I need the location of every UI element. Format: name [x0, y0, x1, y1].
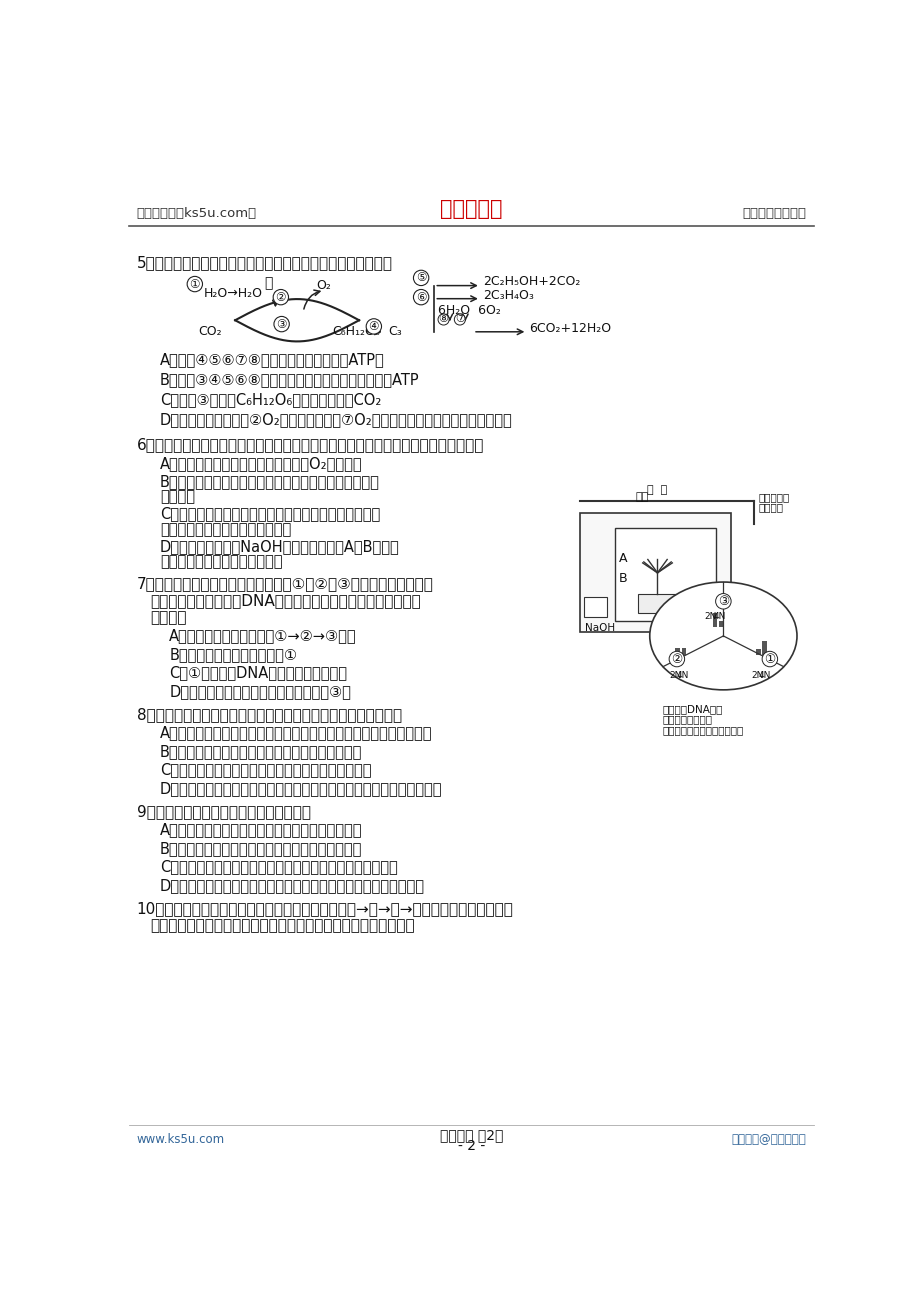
Bar: [755, 648, 760, 655]
Bar: [584, 598, 607, 617]
Text: 您身边的高考专家: 您身边的高考专家: [742, 207, 805, 220]
Text: - 2 -: - 2 -: [458, 1139, 484, 1152]
Text: D．若叶肉细胞中过程②O₂产生量大于过程⑦O₂消耗量，则该植物体一定积累有机物: D．若叶肉细胞中过程②O₂产生量大于过程⑦O₂消耗量，则该植物体一定积累有机物: [160, 413, 512, 427]
Text: 阀门: 阀门: [635, 492, 648, 503]
Text: C．诱导癌细胞正常分化和凋亡是癌症治疗的可选策略: C．诱导癌细胞正常分化和凋亡是癌症治疗的可选策略: [160, 762, 371, 777]
Text: 7．某生物细胞周期中的三个阶段（用①、②、③表示）示意图如右，: 7．某生物细胞周期中的三个阶段（用①、②、③表示）示意图如右，: [137, 575, 433, 591]
Text: 8．下列关于人体细胞分化、衰老、凋亡与癌变的叙述，错误的是: 8．下列关于人体细胞分化、衰老、凋亡与癌变的叙述，错误的是: [137, 707, 402, 721]
Bar: [718, 621, 722, 626]
Text: C₆H₁₂O₆: C₆H₁₂O₆: [332, 326, 380, 339]
Text: ⑥: ⑥: [415, 290, 425, 303]
Bar: [614, 529, 715, 621]
Text: www.ks5u.com: www.ks5u.com: [137, 1133, 224, 1146]
Text: B．基因突变主要发生于阶段①: B．基因突变主要发生于阶段①: [169, 647, 297, 661]
Text: B．姐妹染色单体形成于丝丝分裂前期，消失于后期: B．姐妹染色单体形成于丝丝分裂前期，消失于后期: [160, 841, 362, 855]
Text: C₃: C₃: [388, 326, 401, 339]
Text: ①: ①: [764, 652, 775, 665]
Text: ②: ②: [671, 652, 682, 665]
Text: D．细胞分化使各种细胞的功能趋向专门化，提高了各种生理功能的效率: D．细胞分化使各种细胞的功能趋向专门化，提高了各种生理功能的效率: [160, 781, 442, 796]
Text: D．打开阀门并移除NaOH溶液后，此装置A、B对照可: D．打开阀门并移除NaOH溶液后，此装置A、B对照可: [160, 539, 399, 553]
Text: ⑧: ⑧: [438, 315, 448, 324]
Text: C．过程③产生的C₆H₁₂O₆中的氧来自水和CO₂: C．过程③产生的C₆H₁₂O₆中的氧来自水和CO₂: [160, 393, 380, 408]
Text: 2N: 2N: [751, 672, 763, 681]
Text: ⑤: ⑤: [415, 271, 425, 284]
Text: ③: ③: [717, 595, 728, 608]
Text: O₂: O₂: [316, 279, 331, 292]
Text: A: A: [618, 552, 627, 565]
Text: 正确的是: 正确的是: [151, 609, 187, 625]
Text: B．细胞衰老表现为大部分酶活性下降，细胞核变大: B．细胞衰老表现为大部分酶活性下降，细胞核变大: [160, 743, 362, 759]
Text: ⑦: ⑦: [454, 315, 464, 324]
Text: 左  右: 左 右: [647, 484, 667, 495]
Text: 6．如图为探究绿色植物的相关生命活动过程的实验装置。对图示装置的分析错误的是: 6．如图为探究绿色植物的相关生命活动过程的实验装置。对图示装置的分析错误的是: [137, 437, 483, 452]
Text: C．①阶段进行DNA复制导致染色体加倍: C．①阶段进行DNA复制导致染色体加倍: [169, 665, 346, 680]
Text: D．姐妹染色单体的分离可发生于有丝分裂和减数第二次分裂的后期: D．姐妹染色单体的分离可发生于有丝分裂和减数第二次分裂的后期: [160, 878, 425, 893]
Text: 4N: 4N: [758, 672, 770, 681]
Text: A．两条姐妹染色单体分开后，成为一对同源染色体: A．两条姐妹染色单体分开后，成为一对同源染色体: [160, 823, 362, 837]
Bar: [761, 642, 766, 655]
Text: 高三生物 第2页: 高三生物 第2页: [439, 1128, 503, 1142]
Text: 2C₃H₄O₃: 2C₃H₄O₃: [482, 289, 533, 302]
Text: ④: ④: [369, 320, 379, 333]
Text: CO₂: CO₂: [199, 326, 222, 339]
Text: 4N: 4N: [712, 612, 725, 621]
Text: C．若要测光合速率，应给予一定的光照，单位时间内小: C．若要测光合速率，应给予一定的光照，单位时间内小: [160, 506, 380, 522]
Text: D．观察和计数染色体的最佳时期在阶段③内: D．观察和计数染色体的最佳时期在阶段③内: [169, 684, 351, 699]
Text: 高考资源网: 高考资源网: [440, 199, 502, 219]
FancyArrowPatch shape: [303, 290, 320, 309]
Text: 每个阶段内绘有含不同DNA量的细胞数目示意图，据图判断下列: 每个阶段内绘有含不同DNA量的细胞数目示意图，据图判断下列: [151, 592, 421, 608]
Text: 版权所有@高考资源网: 版权所有@高考资源网: [731, 1133, 805, 1146]
Bar: [675, 647, 679, 655]
Text: 高考资源网（ks5u.com）: 高考资源网（ks5u.com）: [137, 207, 256, 220]
Text: A．被病原体感染的细胞的死亡属于细胞坏死，不利于机体稳态的维持: A．被病原体感染的细胞的死亡属于细胞坏死，不利于机体稳态的维持: [160, 725, 432, 741]
Text: 光: 光: [264, 276, 272, 290]
Text: 10．下表表示从某动物的一个卵原细胞开始，发生甲→乙→丙→丁的连续生理过程中，各: 10．下表表示从某动物的一个卵原细胞开始，发生甲→乙→丙→丁的连续生理过程中，各: [137, 901, 513, 915]
Text: A．过程④⑤⑥⑦⑧产生的能量全部储存于ATP中: A．过程④⑤⑥⑦⑧产生的能量全部储存于ATP中: [160, 353, 384, 367]
Text: 液滴移动的距离可代表总光合速率: 液滴移动的距离可代表总光合速率: [160, 522, 291, 536]
Text: B．若要测呼吸速率，应将该装置置于黑暗中并设置相应: B．若要测呼吸速率，应将该装置置于黑暗中并设置相应: [160, 474, 380, 490]
Text: B: B: [618, 572, 627, 585]
Text: 4N: 4N: [676, 672, 688, 681]
Text: H₂O→H₂O: H₂O→H₂O: [204, 286, 263, 299]
Text: 9．下列有关姐妹染色单体的叙述正确的是: 9．下列有关姐妹染色单体的叙述正确的是: [137, 803, 311, 819]
Text: 2N: 2N: [704, 612, 717, 621]
Text: ③: ③: [276, 318, 287, 331]
Bar: [711, 613, 717, 626]
Bar: [579, 513, 731, 631]
Text: C．四分体时期通过姐妹染色单体的交叉互换，产生基因重组: C．四分体时期通过姐妹染色单体的交叉互换，产生基因重组: [160, 859, 397, 874]
Text: ①: ①: [189, 277, 199, 290]
Text: 5．下图表示高等植物细胞代谢的过程，下列相关叙述正确的是: 5．下图表示高等植物细胞代谢的过程，下列相关叙述正确的是: [137, 255, 392, 270]
Bar: [681, 647, 686, 655]
Text: 红色小液滴: 红色小液滴: [757, 492, 789, 503]
Text: 6CO₂+12H₂O: 6CO₂+12H₂O: [528, 322, 610, 335]
Text: 切断叶脉: 切断叶脉: [757, 503, 782, 513]
Text: ②: ②: [276, 290, 286, 303]
Text: 阴影部分表示处于该阶段的细: 阴影部分表示处于该阶段的细: [663, 725, 743, 736]
Text: B．过程③④⑤⑥⑧都发生在基质中，但不一定都产生ATP: B．过程③④⑤⑥⑧都发生在基质中，但不一定都产生ATP: [160, 372, 419, 388]
Bar: [638, 594, 676, 613]
Text: A．红色小液滴移动的距离表示装置内O₂的变化量: A．红色小液滴移动的距离表示装置内O₂的变化量: [160, 456, 362, 471]
Ellipse shape: [649, 582, 796, 690]
Text: NaOH: NaOH: [584, 622, 615, 633]
Text: 2C₂H₅OH+2CO₂: 2C₂H₅OH+2CO₂: [482, 275, 580, 288]
Text: 用于研究水份对光合作用的影响: 用于研究水份对光合作用的影响: [160, 555, 282, 569]
Text: 阶段细胞内染色体组数的变化和有关特征。下列有关叙述正确的是: 阶段细胞内染色体组数的变化和有关特征。下列有关叙述正确的是: [151, 918, 414, 932]
Text: 横轴表示DNA含量: 横轴表示DNA含量: [663, 703, 722, 713]
Text: 纵轴表示细胞数量: 纵轴表示细胞数量: [663, 715, 712, 724]
Text: 2N: 2N: [668, 672, 681, 681]
Text: 的对照组: 的对照组: [160, 490, 195, 505]
Text: A．一个细胞周期可表示为①→②→③过程: A．一个细胞周期可表示为①→②→③过程: [169, 629, 357, 643]
Text: 6H₂O  6O₂: 6H₂O 6O₂: [437, 303, 501, 316]
